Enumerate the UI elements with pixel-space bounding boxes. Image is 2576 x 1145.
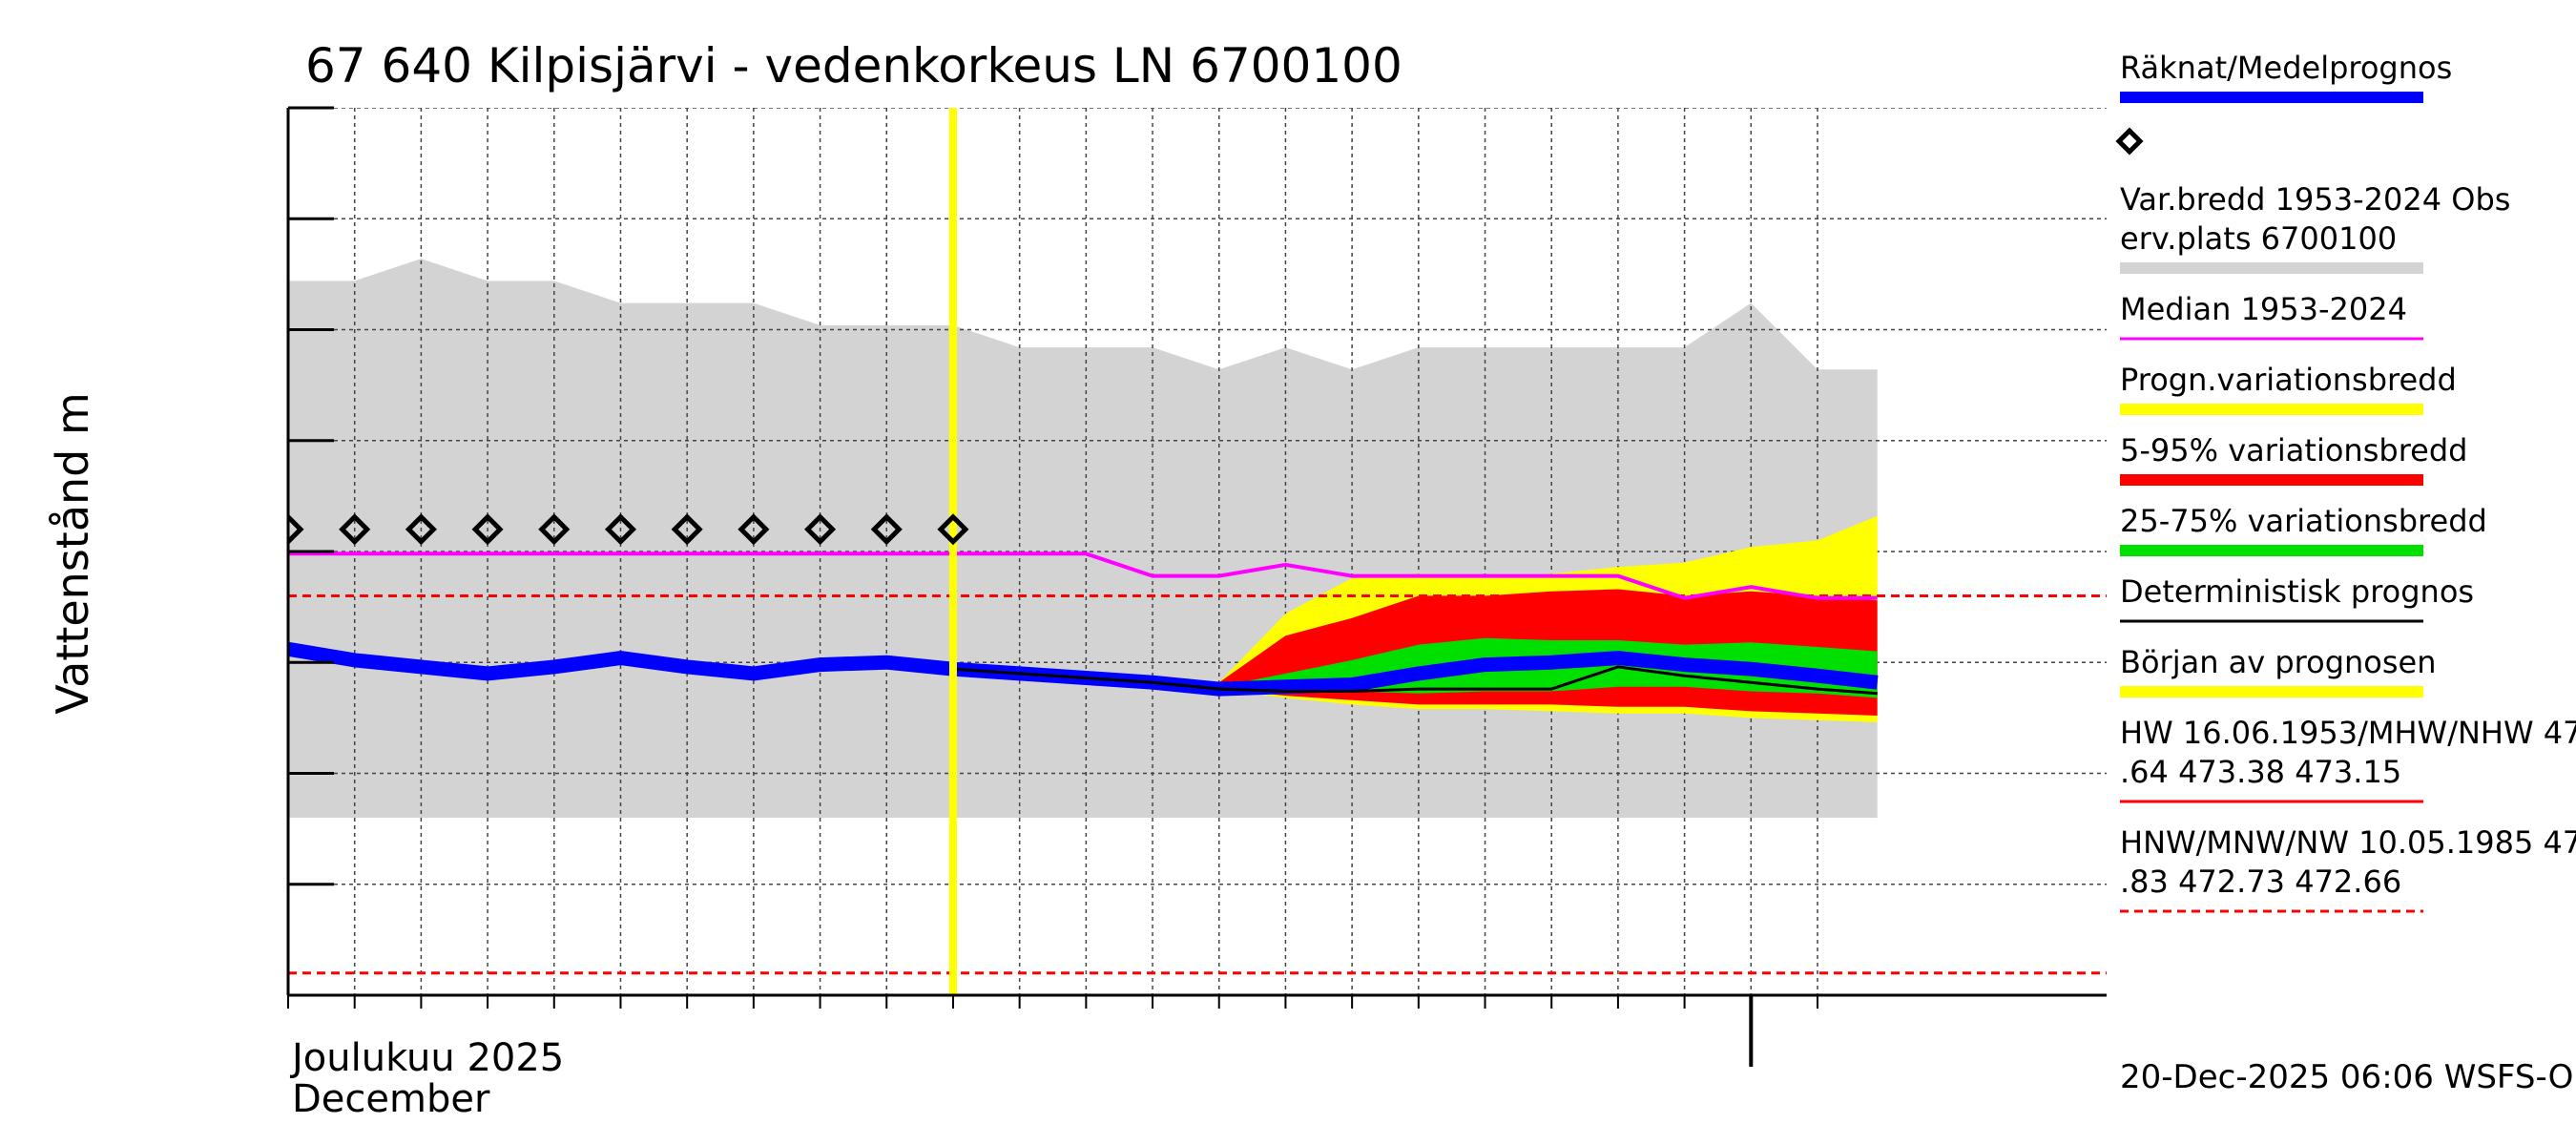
axes [286,106,2107,1067]
observed-point [538,513,571,546]
legend-label-line: 5-95% variationsbredd [2120,432,2467,468]
chart-title: 67 640 Kilpisjärvi - vedenkorkeus LN 670… [305,38,1402,94]
legend-label-line: Deterministisk prognos [2120,573,2474,610]
legend-label: Räknat/Medelprognos [2120,50,2452,86]
legend-label: HW 16.06.1953/MHW/NHW 473.64 473.38 473.… [2120,715,2576,790]
legend: Räknat/Medelprognos Var.bredd 1953-2024 O… [2115,50,2576,913]
legend-label: Var.bredd 1953-2024 Obs erv.plats 6700100 [2120,181,2510,257]
month-label-en: December [292,1077,490,1121]
legend-label-line: 25-75% variationsbredd [2120,503,2487,539]
observed-point [937,513,969,546]
legend-label: 25-75% variationsbredd [2120,503,2487,539]
observed-point [737,513,770,546]
legend-label: Median 1953-2024 [2120,291,2407,327]
median-line [288,552,1878,600]
legend-label: Början av prognosen [2120,644,2437,680]
legend-label-line: Progn.variationsbredd [2120,362,2457,398]
legend-label-line: Median 1953-2024 [2120,291,2407,327]
legend-label-line: Var.bredd 1953-2024 Obs [2120,181,2510,218]
observed-point [405,513,437,546]
month-label-fi: Joulukuu 2025 [289,1036,564,1080]
legend-label: 5-95% variationsbredd [2120,432,2467,468]
legend-label: Deterministisk prognos [2120,573,2474,610]
legend-label: HNW/MNW/NW 10.05.1985 472.83 472.73 472.… [2120,824,2576,900]
deterministic-forecast-line [952,665,1878,696]
legend-label-line: erv.plats 6700100 [2120,220,2397,257]
legend-label: Progn.variationsbredd [2120,362,2457,398]
observed-point [339,513,371,546]
legend-label-line: Räknat/Medelprognos [2120,50,2452,86]
observed-point [804,513,837,546]
y-axis-label: Vattenstånd m [47,392,98,715]
legend-label-line: .83 472.73 472.66 [2120,864,2401,900]
observed-point [870,513,903,546]
footer-timestamp: 20-Dec-2025 06:06 WSFS-O [2120,1058,2573,1096]
legend-label-line: HNW/MNW/NW 10.05.1985 472 [2120,824,2576,861]
observed-point [471,513,504,546]
observed-point [671,513,703,546]
legend-label-line: HW 16.06.1953/MHW/NHW 473 [2120,715,2576,751]
observed-point [604,513,637,546]
observed-point [288,513,304,546]
legend-label-line: Början av prognosen [2120,644,2437,680]
legend-observed-icon [2115,127,2144,156]
legend-label-line: .64 473.38 473.15 [2120,754,2401,790]
plot-area [288,108,2107,995]
